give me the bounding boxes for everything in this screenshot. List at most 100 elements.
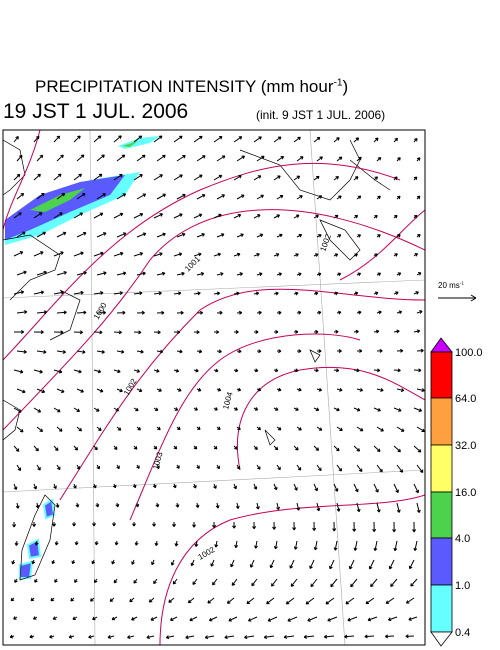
wind-arrow xyxy=(416,310,423,314)
wind-arrow xyxy=(364,634,375,639)
wind-arrow xyxy=(348,559,355,570)
wind-arrow xyxy=(16,154,23,162)
wind-arrow xyxy=(353,291,359,296)
wind-arrow xyxy=(96,464,100,470)
wind-arrow xyxy=(73,135,81,143)
wind-arrow xyxy=(276,310,282,315)
wind-arrow xyxy=(76,154,85,162)
wind-arrow xyxy=(153,368,160,373)
wind-arrow xyxy=(376,426,384,432)
wind-arrow xyxy=(12,521,17,528)
wind-arrow xyxy=(236,310,243,315)
wind-arrow xyxy=(393,368,401,373)
wind-arrow xyxy=(56,464,61,471)
wind-arrow xyxy=(396,310,403,315)
wind-arrow xyxy=(35,502,40,509)
wind-arrow xyxy=(36,426,44,433)
wind-arrow xyxy=(210,559,215,567)
wind-arrow xyxy=(313,175,320,181)
wind-arrow xyxy=(368,559,375,570)
wind-arrow xyxy=(170,559,175,566)
wind-arrow xyxy=(53,483,57,490)
wind-arrow xyxy=(53,212,63,219)
wind-arrow xyxy=(136,426,141,431)
wind-arrow xyxy=(312,521,317,531)
colorbar-labels: 100.0 64.0 32.0 16.0 4.0 1.0 0.4 xyxy=(455,347,483,639)
wind-arrow xyxy=(396,195,401,200)
wind-arrow xyxy=(193,291,201,296)
wind-arrow xyxy=(176,426,181,431)
wind-arrow xyxy=(236,155,246,162)
wind-arrow xyxy=(134,540,139,546)
wind-arrow xyxy=(193,213,203,219)
wind-arrow xyxy=(396,348,404,353)
wind-arrow xyxy=(36,270,47,276)
wind-arrow xyxy=(253,407,259,411)
wind-arrow xyxy=(263,635,275,640)
wind-arrow xyxy=(216,349,222,354)
wind-arrow xyxy=(233,368,239,373)
wind-arrow xyxy=(296,464,302,471)
wind-arrow xyxy=(33,483,38,490)
wind-arrow xyxy=(333,253,339,257)
wind-arrow xyxy=(13,616,18,620)
wind-arrow xyxy=(313,483,319,492)
wind-arrow xyxy=(193,330,200,335)
wind-arrow xyxy=(96,310,106,315)
wind-arrow xyxy=(176,388,182,392)
wind-arrow xyxy=(216,155,226,162)
wind-arrow xyxy=(387,616,398,622)
wind-arrow xyxy=(16,464,22,472)
wind-arrow xyxy=(353,137,360,143)
wind-arrow xyxy=(396,502,401,513)
wind-arrow xyxy=(132,521,136,527)
wind-arrow xyxy=(76,271,87,276)
wind-arrow xyxy=(33,251,44,257)
wind-arrow xyxy=(344,634,355,639)
wind-arrow xyxy=(56,231,67,238)
wind-arrow xyxy=(356,426,364,432)
wind-arrow xyxy=(373,291,379,296)
isobar-label: 1004 xyxy=(221,390,234,410)
wind-arrow xyxy=(13,173,21,181)
wind-arrow xyxy=(293,407,299,411)
wind-arrow xyxy=(356,272,362,277)
wind-arrow xyxy=(165,635,175,640)
wind-arrow xyxy=(393,445,401,453)
wind-arrow xyxy=(13,407,22,413)
wind-arrow xyxy=(71,559,76,565)
wind-arrow xyxy=(408,616,418,621)
colorbar-label: 16.0 xyxy=(455,487,476,499)
wind-arrow xyxy=(273,136,282,143)
wind-arrow xyxy=(114,540,119,546)
wind-arrow xyxy=(373,214,378,219)
colorbar-label: 4.0 xyxy=(455,533,470,545)
wind-arrow xyxy=(293,253,299,257)
wind-arrow xyxy=(213,213,222,219)
wind-arrow xyxy=(173,213,183,219)
wind-arrow xyxy=(393,137,399,143)
wind-arrow xyxy=(416,233,421,238)
wind-arrow xyxy=(96,232,107,238)
wind-arrow xyxy=(174,540,179,547)
wind-arrow xyxy=(15,502,20,509)
wind-arrow xyxy=(73,330,84,335)
wind-arrow xyxy=(329,559,335,570)
wind-arrow xyxy=(272,521,277,530)
wind-arrow xyxy=(376,272,382,276)
wind-arrow xyxy=(13,251,24,257)
wind-arrow xyxy=(333,176,339,181)
wind-arrow xyxy=(393,176,398,181)
wind-arrow xyxy=(353,214,359,219)
wind-arrow xyxy=(256,426,262,431)
wind-arrow xyxy=(33,290,45,295)
wind-arrow xyxy=(236,233,244,238)
wind-arrow xyxy=(276,426,282,431)
wind-arrow xyxy=(133,174,143,181)
wind-arrow xyxy=(176,271,185,276)
isobar-label: 1003 xyxy=(151,450,164,470)
wind-arrow xyxy=(384,634,395,639)
wind-arrow xyxy=(249,559,255,568)
wind-arrow xyxy=(33,330,44,335)
wind-arrow xyxy=(75,502,80,508)
